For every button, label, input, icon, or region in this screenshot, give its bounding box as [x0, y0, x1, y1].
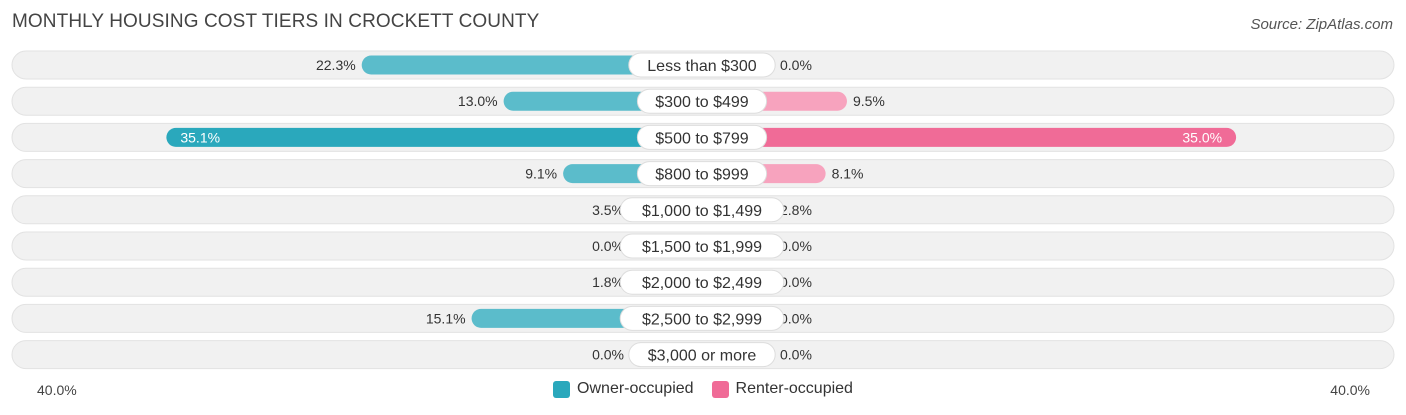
bar-renter	[702, 127, 1237, 147]
label-owner: 13.0%	[458, 93, 498, 109]
label-renter: 0.0%	[780, 274, 812, 290]
category-label: Less than $300	[647, 58, 757, 75]
category-pill	[619, 233, 785, 259]
category-label: $2,500 to $2,999	[642, 311, 762, 328]
category-label: $500 to $799	[655, 130, 749, 147]
label-renter: 0.0%	[780, 238, 812, 254]
category-label: $1,000 to $1,499	[642, 203, 762, 220]
label-renter: 0.0%	[780, 310, 812, 326]
label-renter: 35.0%	[1182, 129, 1222, 145]
chart-title: MONTHLY HOUSING COST TIERS IN CROCKETT C…	[12, 11, 540, 32]
axis-left-label: 40.0%	[37, 382, 77, 398]
legend-owner-label: Owner-occupied	[577, 380, 694, 397]
category-label: $2,000 to $2,499	[642, 275, 762, 292]
axis-right-label: 40.0%	[1330, 382, 1370, 398]
category-pill	[636, 88, 768, 114]
chart-plot: 22.3% 0.0% Less than $300 13.0% 9.5% $300 to …	[11, 50, 1395, 370]
category-pill	[628, 342, 776, 368]
label-renter: 0.0%	[780, 347, 812, 363]
category-pill	[619, 269, 785, 295]
label-renter: 9.5%	[853, 93, 885, 109]
label-owner: 0.0%	[592, 238, 624, 254]
category-label: $800 to $999	[655, 167, 749, 184]
legend-owner: Owner-occupied	[553, 380, 694, 398]
label-renter: 2.8%	[780, 202, 812, 218]
label-owner: 1.8%	[592, 274, 624, 290]
label-owner: 35.1%	[180, 129, 220, 145]
legend-renter: Renter-occupied	[711, 380, 853, 398]
label-owner: 3.5%	[592, 202, 624, 218]
category-label: $1,500 to $1,999	[642, 239, 762, 256]
label-owner: 15.1%	[426, 310, 466, 326]
legend-renter-label: Renter-occupied	[735, 380, 853, 397]
source-note: Source: ZipAtlas.com	[1250, 16, 1393, 33]
category-label: $3,000 or more	[648, 348, 757, 365]
category-pill	[636, 161, 768, 187]
legend-owner-swatch	[553, 380, 571, 398]
bar-owner	[361, 55, 702, 75]
category-label: $300 to $499	[655, 94, 749, 111]
category-pill	[619, 197, 785, 223]
legend-renter-swatch	[711, 380, 729, 398]
label-owner: 22.3%	[316, 57, 356, 73]
label-owner: 9.1%	[525, 166, 557, 182]
category-pill	[636, 124, 768, 150]
legend: Owner-occupied Renter-occupied	[0, 380, 1406, 398]
bar-owner	[166, 127, 702, 147]
label-renter: 0.0%	[780, 57, 812, 73]
category-pill	[619, 305, 785, 331]
category-pill	[628, 52, 776, 78]
label-renter: 8.1%	[832, 166, 864, 182]
label-owner: 0.0%	[592, 347, 624, 363]
